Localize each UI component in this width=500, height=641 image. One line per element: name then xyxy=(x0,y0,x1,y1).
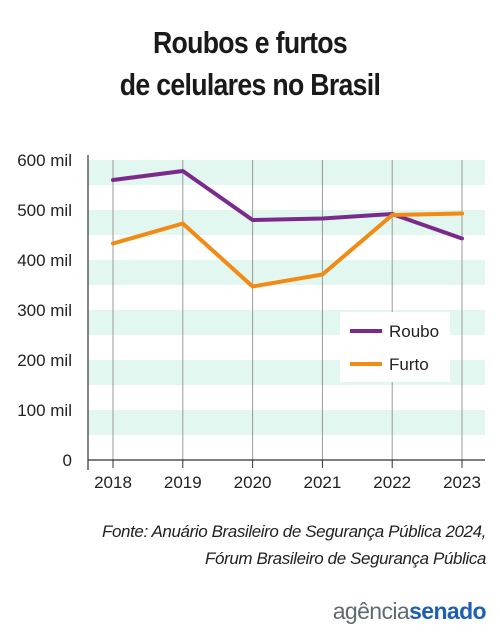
y-tick-label: 400 mil xyxy=(17,251,72,270)
chart-title-line-2: de celulares no Brasil xyxy=(119,67,381,102)
chart-title-line-1: Roubos e furtos xyxy=(152,25,348,60)
logo-part-2: senado xyxy=(409,598,487,624)
y-tick-label: 200 mil xyxy=(17,351,72,370)
grid-bands xyxy=(88,160,485,435)
y-tick-label: 100 mil xyxy=(17,401,72,420)
legend-box xyxy=(340,312,450,382)
grid-band xyxy=(88,410,485,435)
y-tick-label: 600 mil xyxy=(17,151,72,170)
y-tick-label: 500 mil xyxy=(17,201,72,220)
logo-part-1: agência xyxy=(332,598,410,624)
series-lines xyxy=(111,169,464,289)
x-gridlines xyxy=(112,160,463,460)
legend: Roubo Furto xyxy=(340,312,450,382)
x-tick-label: 2019 xyxy=(164,473,202,492)
source-line-2: Fórum Brasileiro de Segurança Pública xyxy=(205,549,486,568)
y-tick-labels: 0 100 mil 200 mil 300 mil 400 mil 500 mil 600 … xyxy=(17,151,72,470)
source-line-1: Fonte: Anuário Brasileiro de Segurança P… xyxy=(102,522,486,541)
y-tick-label: 0 xyxy=(63,451,72,470)
legend-label-roubo: Roubo xyxy=(389,322,439,341)
x-tick-label: 2018 xyxy=(94,473,132,492)
axes xyxy=(87,155,485,470)
series-line-furto xyxy=(111,211,464,289)
x-tick-label: 2021 xyxy=(303,473,341,492)
x-tick-label: 2022 xyxy=(373,473,411,492)
line-chart: 0 100 mil 200 mil 300 mil 400 mil 500 mil 600 … xyxy=(17,151,485,492)
series-line-roubo xyxy=(111,169,464,241)
x-tick-label: 2020 xyxy=(234,473,272,492)
y-tick-label: 300 mil xyxy=(17,301,72,320)
chart-title: Roubos e furtos de celulares no Brasil xyxy=(35,22,465,106)
agencia-senado-logo: agênciasenado xyxy=(332,598,487,625)
x-tick-labels: 2018 2019 2020 2021 2022 2023 xyxy=(94,473,481,492)
grid-band xyxy=(88,160,485,185)
source-note: Fonte: Anuário Brasileiro de Segurança P… xyxy=(102,518,486,572)
legend-label-furto: Furto xyxy=(389,355,429,374)
x-tick-label: 2023 xyxy=(443,473,481,492)
